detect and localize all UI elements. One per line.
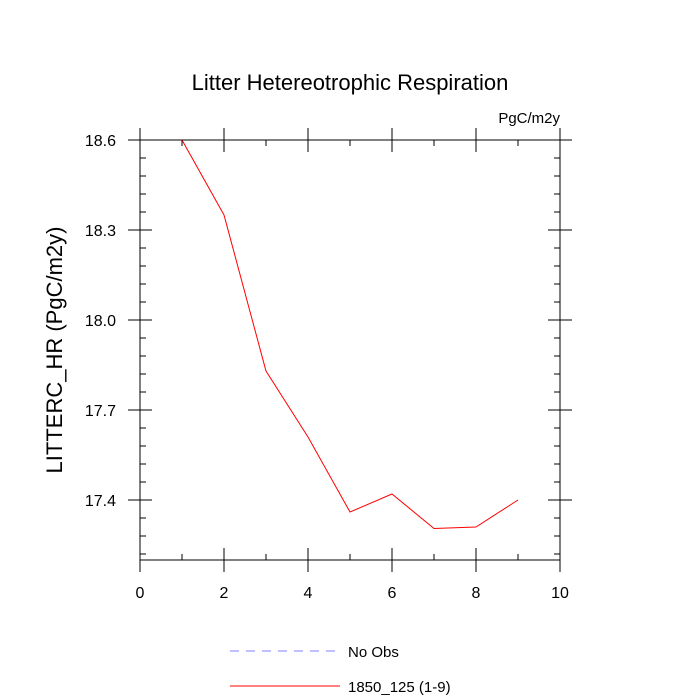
x-tick-label: 2 xyxy=(220,585,229,602)
legend-label-no-obs: No Obs xyxy=(348,644,399,661)
x-tick-label: 8 xyxy=(472,585,481,602)
x-tick-label: 0 xyxy=(136,585,145,602)
y-axis-label: LITTERC_HR (PgC/m2y) xyxy=(42,227,67,474)
y-tick-label: 18.3 xyxy=(85,223,116,240)
x-tick-label: 6 xyxy=(388,585,397,602)
chart-title: Litter Hetereotrophic Respiration xyxy=(192,70,509,95)
series-line-1 xyxy=(181,139,519,530)
y-tick-label: 17.4 xyxy=(85,493,116,510)
y-tick-label: 18.6 xyxy=(85,133,116,150)
y-tick-label: 18.0 xyxy=(85,313,116,330)
legend-label-1850-125: 1850_125 (1-9) xyxy=(348,679,451,696)
plot-frame xyxy=(139,139,561,561)
legend: No Obs 1850_125 (1-9) xyxy=(230,644,451,696)
x-tick-label: 10 xyxy=(551,585,569,602)
axis-ticks: 0 2 4 6 8 10 17.4 17.7 18.0 18.3 18.6 xyxy=(85,128,572,602)
x-tick-label: 4 xyxy=(304,585,313,602)
y-tick-label: 17.7 xyxy=(85,403,116,420)
series-layer xyxy=(181,139,519,530)
units-label: PgC/m2y xyxy=(498,110,560,127)
